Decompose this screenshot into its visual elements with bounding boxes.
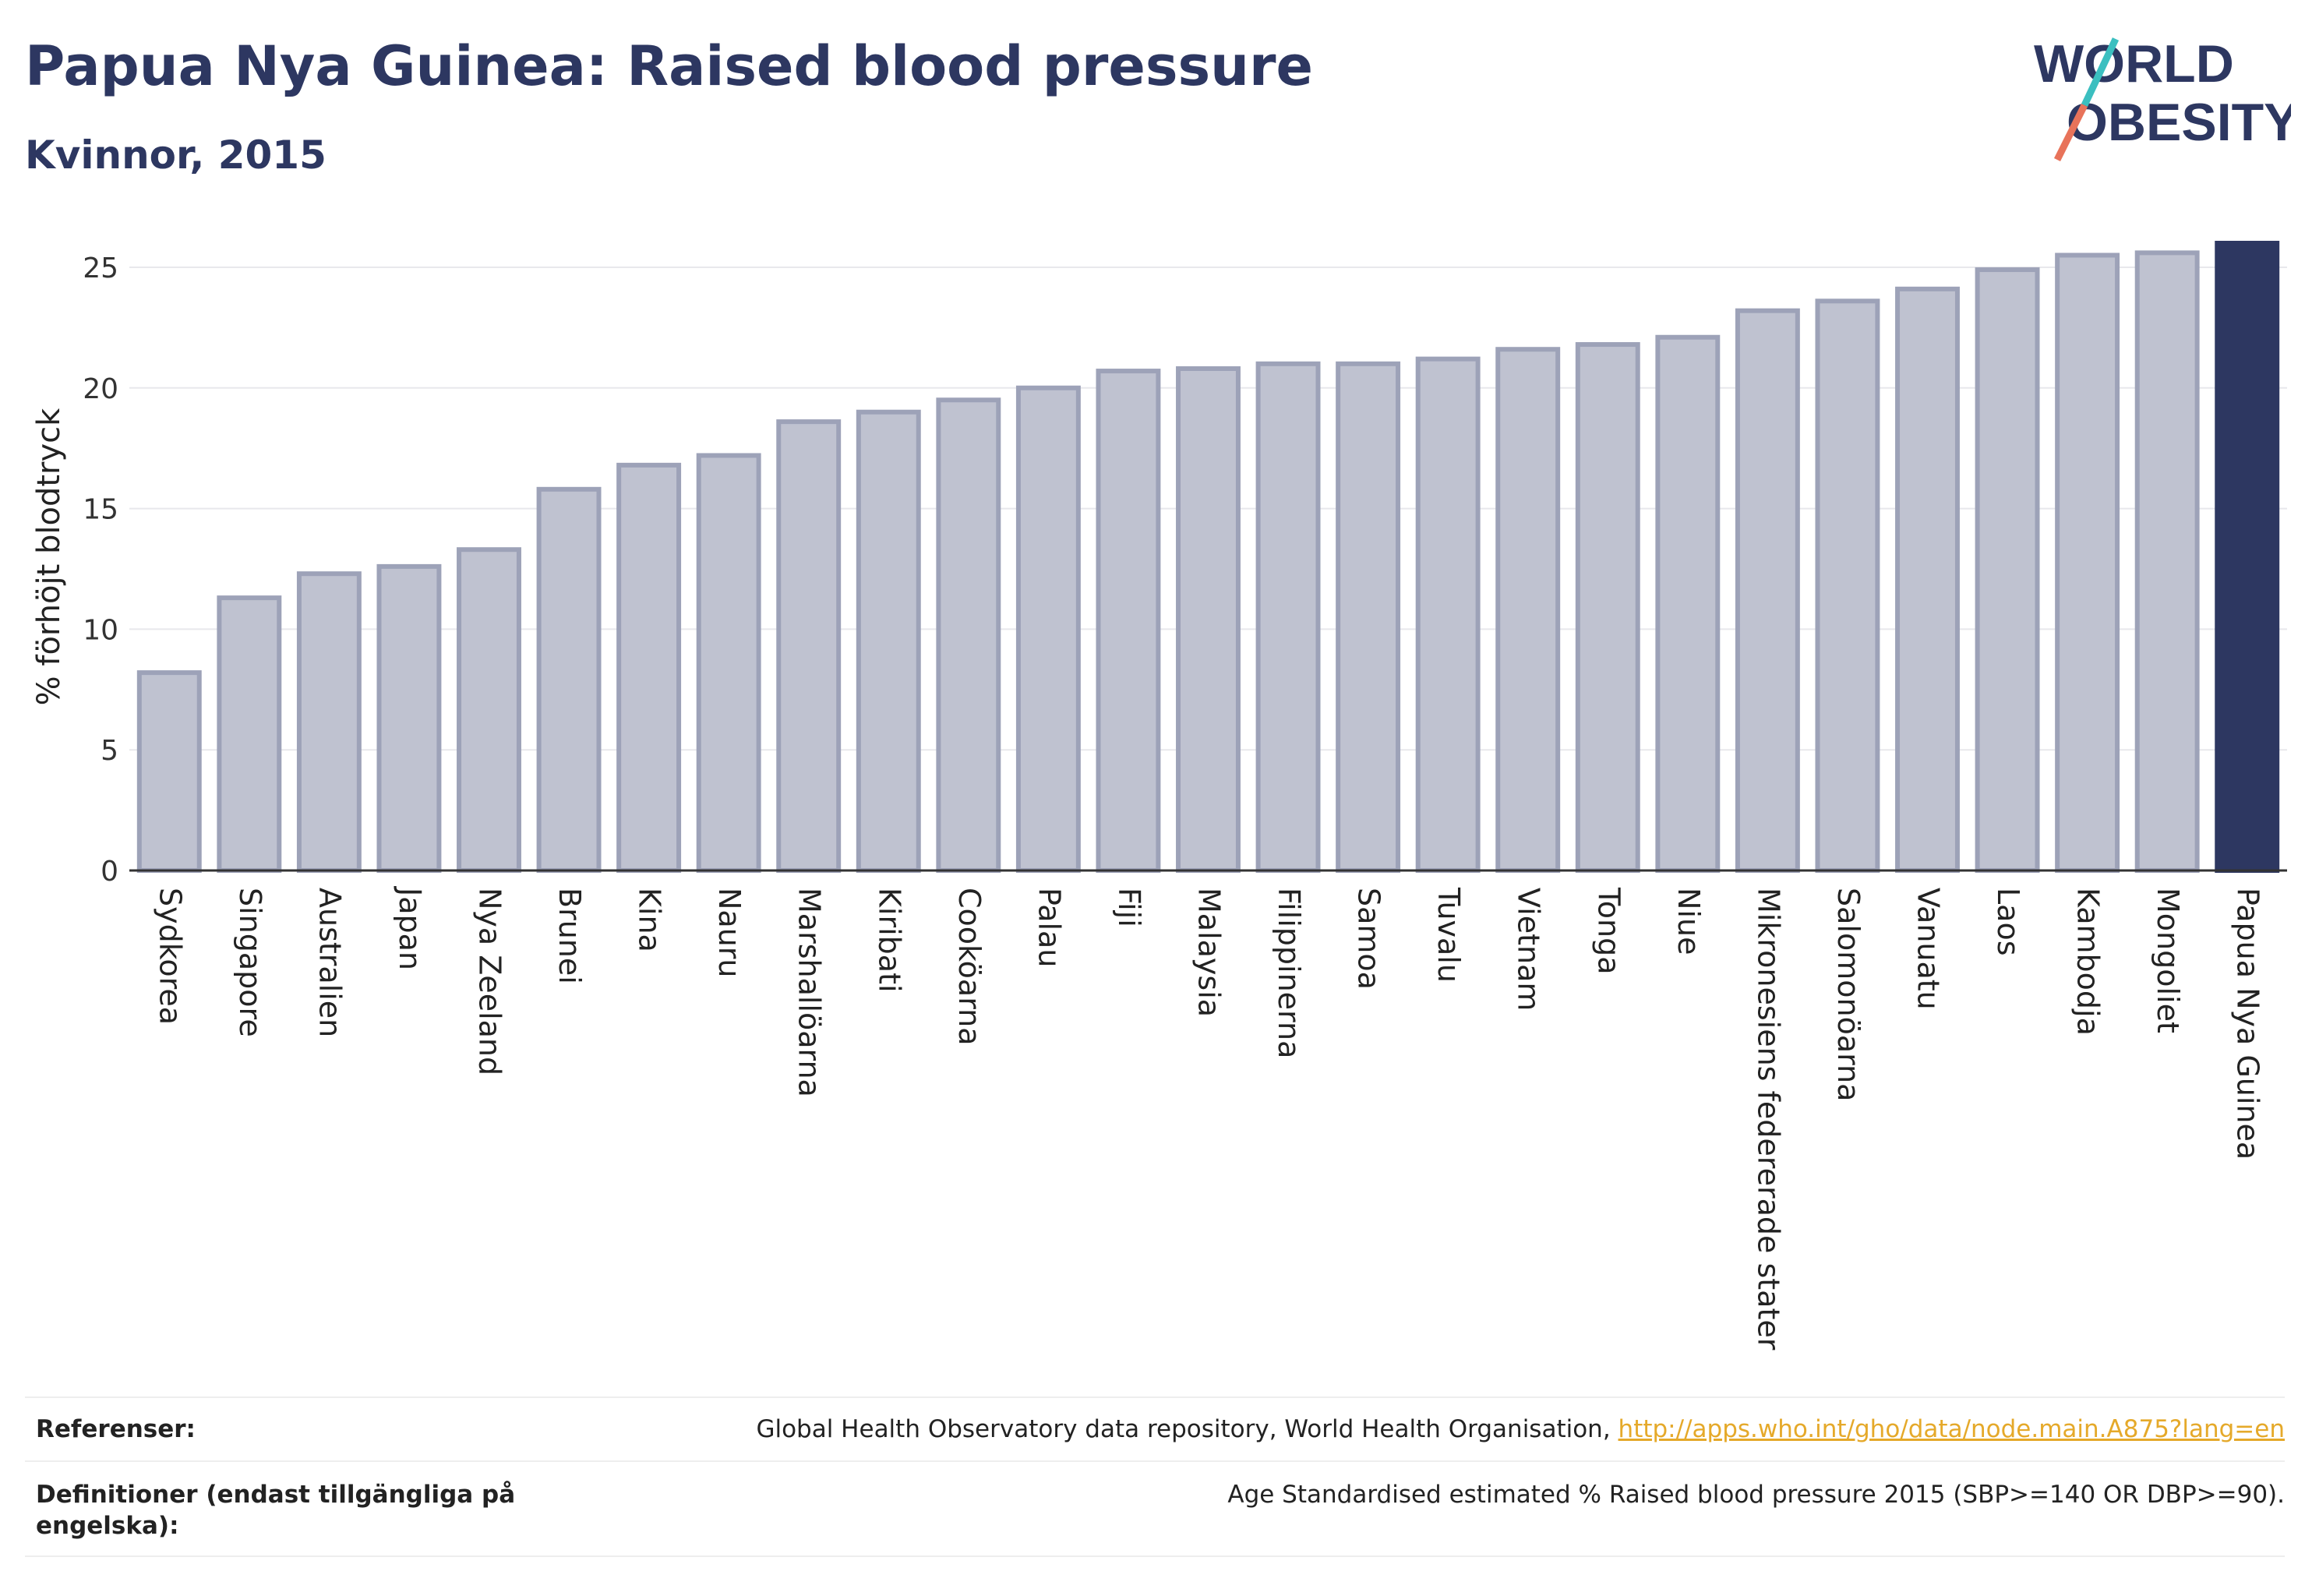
x-tick-label: Nauru	[712, 888, 747, 978]
bar-1	[217, 595, 282, 874]
bar-11	[1015, 385, 1081, 873]
chart-subtitle: Kvinnor, 2015	[25, 132, 327, 178]
bar-20	[1735, 308, 1800, 873]
x-tick-label: Filippinerna	[1272, 888, 1306, 1058]
bar-24	[2055, 252, 2120, 873]
bar-3	[376, 563, 442, 874]
x-tick-label: Marshallöarna	[792, 888, 827, 1097]
x-tick-label: Vietnam	[1512, 888, 1546, 1011]
x-tick-label: Tonga	[1591, 887, 1626, 975]
x-tick-label: Papua Nya Guinea	[2231, 888, 2265, 1160]
x-tick-label: Laos	[1991, 888, 2025, 956]
bar-15	[1336, 361, 1401, 873]
bar-6	[616, 462, 682, 873]
x-tick-label: Salomonöarna	[1831, 888, 1866, 1101]
definitions-label: Definitioner (endast tillgängliga på eng…	[36, 1481, 516, 1540]
bar-5	[536, 486, 602, 873]
chart-title: Papua Nya Guinea: Raised blood pressure	[25, 34, 1313, 98]
bar-25	[2134, 250, 2200, 873]
x-tick-label: Fiji	[1112, 888, 1146, 927]
bar-12	[1096, 369, 1161, 874]
bar-9	[856, 409, 921, 873]
bar-16	[1415, 356, 1481, 874]
x-tick-label: Niue	[1671, 888, 1706, 955]
x-tick-label: Palau	[1032, 888, 1066, 967]
bar-13	[1176, 366, 1241, 873]
bar-chart: 0 5 10 15 20 25 % förhöjt blodtryck Sydkorea Sin…	[31, 241, 2287, 1351]
bar-2	[296, 571, 362, 874]
world-obesity-logo: WORLD OBESITY	[2034, 34, 2291, 162]
x-tick-label: Nya Zeeland	[473, 888, 507, 1075]
bar-17	[1495, 347, 1561, 873]
y-tick-label: 5	[101, 735, 118, 767]
logo-line1: WORLD	[2034, 34, 2234, 94]
x-tick-label: Australien	[312, 888, 347, 1037]
logo-line2: OBESITY	[2067, 93, 2291, 152]
x-tick-label: Japan	[393, 886, 427, 970]
bar-14	[1255, 361, 1321, 873]
x-tick-label: Brunei	[552, 888, 587, 984]
y-tick-label: 15	[83, 494, 118, 526]
bar-4	[457, 547, 521, 873]
x-tick-label: Sydkorea	[153, 888, 187, 1025]
references-table: Referenser: Global Health Observatory da…	[25, 1396, 2285, 1557]
bar-26	[2215, 241, 2280, 873]
x-tick-label: Vanuatu	[1911, 888, 1946, 1010]
references-value: Global Health Observatory data repositor…	[756, 1414, 2285, 1445]
bar-8	[776, 419, 842, 873]
bar-0	[136, 670, 202, 873]
bar-19	[1655, 334, 1721, 873]
bar-21	[1815, 298, 1880, 873]
definitions-row: Definitioner (endast tillgängliga på eng…	[25, 1460, 2285, 1557]
y-tick-label: 0	[101, 856, 118, 888]
references-row: Referenser: Global Health Observatory da…	[25, 1396, 2285, 1460]
bar-23	[1975, 267, 2040, 873]
definitions-value: Age Standardised estimated % Raised bloo…	[1227, 1481, 2285, 1509]
x-tick-label: Kambodja	[2071, 888, 2106, 1036]
x-tick-label: Tuvalu	[1431, 887, 1466, 983]
x-tick-label: Malaysia	[1192, 888, 1227, 1017]
x-tick-label: Samoa	[1352, 888, 1386, 990]
bar-10	[936, 397, 1001, 873]
y-tick-label: 25	[83, 252, 118, 284]
y-axis-label: % förhöjt blodtryck	[31, 408, 67, 706]
references-label: Referenser:	[36, 1415, 196, 1443]
x-tick-label: Mongoliet	[2151, 888, 2185, 1033]
references-text: Global Health Observatory data repositor…	[756, 1415, 1618, 1443]
y-tick-label: 10	[83, 614, 118, 646]
references-link[interactable]: http://apps.who.int/gho/data/node.main.A…	[1618, 1415, 2285, 1443]
bar-22	[1895, 286, 1960, 874]
x-tick-label: Singapore	[233, 888, 267, 1037]
x-tick-label: Kina	[633, 888, 667, 952]
y-tick-label: 20	[83, 373, 118, 405]
bar-7	[696, 453, 761, 873]
x-tick-label: Mikronesiens federerade stater	[1751, 888, 1785, 1351]
bar-18	[1575, 342, 1640, 873]
x-tick-label: Cooköarna	[952, 888, 987, 1046]
x-tick-label: Kiribati	[872, 888, 906, 993]
